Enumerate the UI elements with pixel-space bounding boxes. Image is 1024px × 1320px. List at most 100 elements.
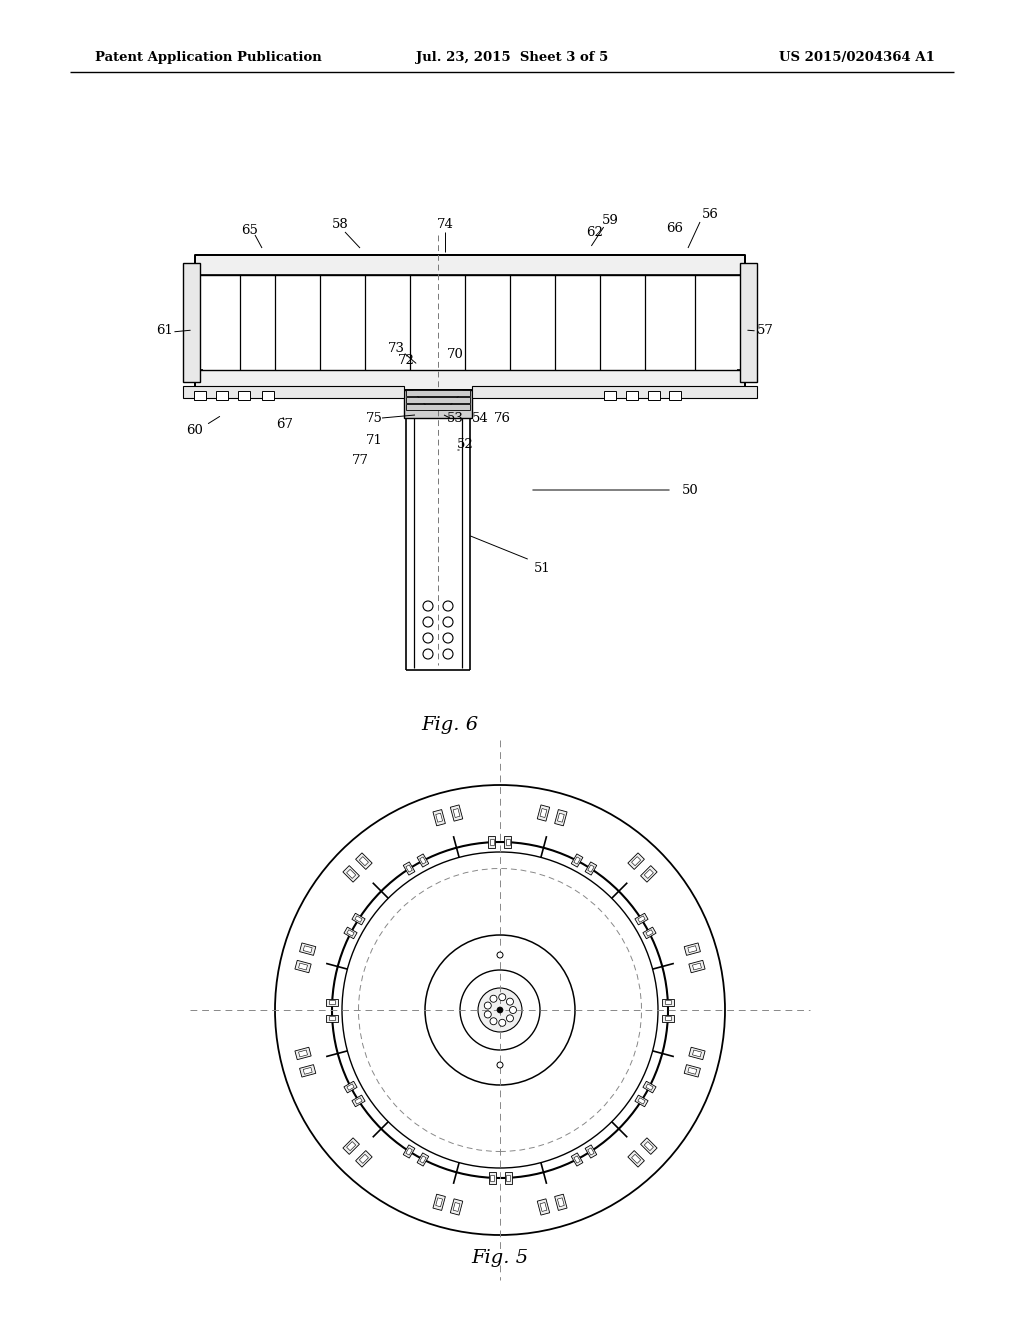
Polygon shape [557, 813, 564, 822]
Polygon shape [604, 391, 616, 400]
Text: 77: 77 [351, 454, 369, 466]
Circle shape [423, 649, 433, 659]
Text: 61: 61 [157, 323, 173, 337]
Polygon shape [344, 1081, 357, 1093]
Polygon shape [635, 913, 648, 925]
Polygon shape [689, 1047, 706, 1060]
Polygon shape [505, 1172, 512, 1184]
Polygon shape [406, 1148, 413, 1155]
Polygon shape [183, 263, 200, 381]
Polygon shape [194, 391, 206, 400]
Polygon shape [303, 945, 312, 953]
Polygon shape [433, 1195, 445, 1210]
Polygon shape [632, 857, 641, 866]
Circle shape [499, 994, 506, 1001]
Text: 58: 58 [332, 219, 348, 231]
Circle shape [443, 601, 453, 611]
Polygon shape [684, 1065, 700, 1077]
Ellipse shape [478, 987, 522, 1032]
Polygon shape [555, 1195, 567, 1210]
Ellipse shape [275, 785, 725, 1236]
Polygon shape [355, 1151, 372, 1167]
Polygon shape [355, 1098, 362, 1104]
Text: 74: 74 [436, 219, 454, 231]
Text: 62: 62 [587, 226, 603, 239]
Text: Fig. 6: Fig. 6 [422, 715, 478, 734]
Polygon shape [352, 1096, 366, 1106]
Circle shape [507, 1015, 513, 1022]
Polygon shape [436, 813, 442, 822]
Polygon shape [406, 404, 470, 411]
Circle shape [490, 1018, 497, 1024]
Circle shape [497, 1063, 503, 1068]
Polygon shape [329, 1016, 335, 1020]
Polygon shape [262, 391, 274, 400]
Polygon shape [404, 389, 472, 418]
Polygon shape [436, 1197, 442, 1206]
Polygon shape [665, 1016, 671, 1020]
Polygon shape [555, 809, 567, 826]
Circle shape [443, 634, 453, 643]
Polygon shape [343, 866, 359, 882]
Text: 53: 53 [446, 412, 464, 425]
Circle shape [443, 616, 453, 627]
Polygon shape [216, 391, 228, 400]
Polygon shape [344, 927, 357, 939]
Text: 50: 50 [682, 483, 698, 496]
Polygon shape [406, 397, 470, 403]
Polygon shape [571, 1152, 583, 1166]
Polygon shape [359, 857, 369, 866]
Polygon shape [488, 837, 496, 847]
Polygon shape [644, 870, 653, 878]
Polygon shape [247, 389, 263, 399]
Circle shape [423, 634, 433, 643]
Polygon shape [538, 1199, 550, 1216]
Polygon shape [490, 1175, 494, 1181]
Circle shape [484, 1011, 492, 1018]
Polygon shape [626, 391, 638, 400]
Polygon shape [346, 870, 355, 878]
Polygon shape [740, 263, 757, 381]
Circle shape [497, 1007, 503, 1012]
Polygon shape [648, 391, 660, 400]
Polygon shape [203, 275, 737, 370]
Polygon shape [641, 866, 657, 882]
Polygon shape [472, 385, 757, 399]
Polygon shape [538, 805, 550, 821]
Text: Fig. 5: Fig. 5 [471, 1249, 528, 1267]
Polygon shape [238, 391, 250, 400]
Circle shape [497, 952, 503, 958]
Polygon shape [343, 1138, 359, 1155]
Text: 56: 56 [701, 209, 719, 222]
Polygon shape [195, 370, 745, 389]
Text: 65: 65 [242, 223, 258, 236]
Text: Jul. 23, 2015  Sheet 3 of 5: Jul. 23, 2015 Sheet 3 of 5 [416, 51, 608, 65]
Polygon shape [684, 942, 700, 956]
Text: 70: 70 [446, 348, 464, 362]
Polygon shape [506, 840, 510, 845]
Polygon shape [420, 1156, 426, 1163]
Polygon shape [299, 1049, 307, 1057]
Polygon shape [571, 854, 583, 867]
Text: 60: 60 [186, 424, 204, 437]
Polygon shape [406, 389, 470, 396]
Polygon shape [573, 857, 581, 865]
Circle shape [507, 998, 513, 1005]
Circle shape [490, 995, 497, 1002]
Text: 51: 51 [534, 561, 550, 574]
Text: US 2015/0204364 A1: US 2015/0204364 A1 [779, 51, 935, 65]
Text: 72: 72 [397, 354, 415, 367]
Polygon shape [641, 1138, 657, 1155]
Polygon shape [588, 865, 594, 873]
Circle shape [443, 649, 453, 659]
Text: 76: 76 [494, 412, 511, 425]
Polygon shape [490, 840, 494, 845]
Polygon shape [300, 942, 315, 956]
Text: 71: 71 [366, 433, 382, 446]
Polygon shape [646, 1084, 653, 1090]
Polygon shape [663, 1015, 674, 1022]
Polygon shape [505, 837, 512, 847]
Text: 67: 67 [276, 418, 294, 432]
Polygon shape [588, 389, 602, 399]
Polygon shape [420, 857, 426, 865]
